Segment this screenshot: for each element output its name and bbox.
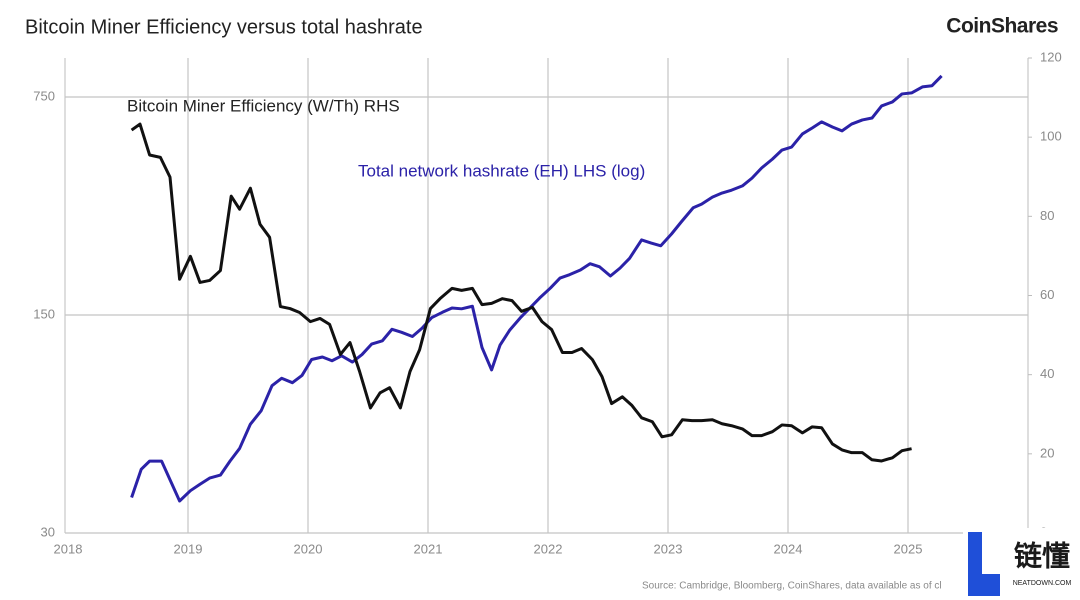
y-tick-label: 150 xyxy=(33,306,55,321)
chart-title: Bitcoin Miner Efficiency versus total ha… xyxy=(25,16,423,38)
brand-logo: CoinShares xyxy=(946,15,1058,38)
y-tick-label: 30 xyxy=(41,524,55,539)
x-tick-label: 2018 xyxy=(54,541,83,556)
series-label: Bitcoin Miner Efficiency (W/Th) RHS xyxy=(127,96,400,115)
series-line xyxy=(130,74,943,503)
x-tick-label: 2025 xyxy=(894,541,923,556)
source-note: Source: Cambridge, Bloomberg, CoinShares… xyxy=(642,581,942,592)
x-tick-label: 2020 xyxy=(294,541,323,556)
series-label: Total network hashrate (EH) LHS (log) xyxy=(358,161,645,180)
x-tick-label: 2021 xyxy=(414,541,443,556)
watermark-text: 链懂 xyxy=(1014,540,1070,571)
y2-tick-label: 60 xyxy=(1040,287,1054,302)
plot-area: 2018 2019 2020 2021 2022 2023 2024 2025 30 150 750… xyxy=(33,49,1061,556)
x-tick-label: 2022 xyxy=(534,541,563,556)
watermark-icon xyxy=(968,532,1000,596)
watermark: 链懂 NEATDOWN.COM xyxy=(963,528,1080,600)
series-line xyxy=(130,122,912,463)
y2-tick-label: 120 xyxy=(1040,49,1062,64)
y2-tick-label: 100 xyxy=(1040,129,1062,144)
watermark-sub: NEATDOWN.COM xyxy=(1013,580,1072,587)
y-tick-label: 750 xyxy=(33,88,55,103)
x-tick-label: 2019 xyxy=(174,541,203,556)
y2-tick-label: 80 xyxy=(1040,208,1054,223)
y2-tick-label: 20 xyxy=(1040,445,1054,460)
x-tick-label: 2023 xyxy=(654,541,683,556)
y2-tick-label: 40 xyxy=(1040,366,1054,381)
x-tick-label: 2024 xyxy=(774,541,803,556)
